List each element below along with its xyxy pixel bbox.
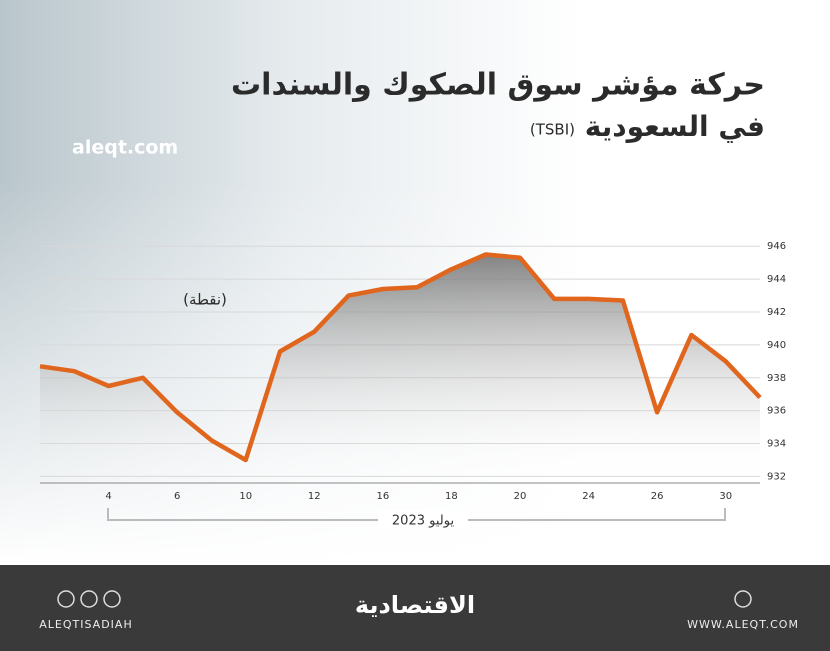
chart-title: حركة مؤشر سوق الصكوك والسندات: [231, 68, 765, 103]
footer: [0, 565, 830, 651]
plot: 932 934 936 938 940 942 944 946 4 6 10 12 16 18 20 24 26…: [39, 241, 786, 502]
x-tick-label: 24: [582, 491, 595, 502]
y-tick-label: 938: [767, 373, 786, 384]
x-tick-label: 6: [174, 491, 180, 502]
site: aleqt.com: [72, 137, 178, 159]
x-tick-label: 18: [445, 491, 458, 502]
y-tick-label: 944: [767, 274, 786, 285]
footer-logo: الاقتصادية: [355, 591, 475, 619]
line: [39, 252, 762, 463]
y-tick-label: 940: [767, 340, 786, 351]
social-icons: [57, 590, 752, 608]
x-axis-label: يوليو 2023: [392, 514, 455, 529]
y-tick-label: 936: [767, 406, 786, 417]
subtitle-code: (TSBI): [530, 121, 575, 139]
y-axis-label: (نقطة): [183, 291, 227, 309]
y-tick-label: 946: [767, 241, 786, 252]
y-tick-label: 932: [767, 471, 786, 482]
x-tick-label: 16: [376, 491, 389, 502]
area: [40, 254, 760, 483]
footer-handle: ALEQTISADIAH: [39, 618, 132, 631]
x-tick-label: 26: [651, 491, 664, 502]
x-tick-label: 4: [105, 491, 111, 502]
x-tick-label: 30: [719, 491, 732, 502]
x-tick-label: 20: [514, 491, 527, 502]
chart-subtitle: في السعودية: [585, 110, 765, 143]
y-tick-label: 942: [767, 307, 786, 318]
x-tick-label: 10: [239, 491, 252, 502]
month-label-bg: [378, 510, 468, 530]
footer-url: WWW.ALEQT.COM: [687, 618, 799, 631]
x-tick-label: 12: [308, 491, 321, 502]
y-tick-label: 934: [767, 439, 786, 450]
